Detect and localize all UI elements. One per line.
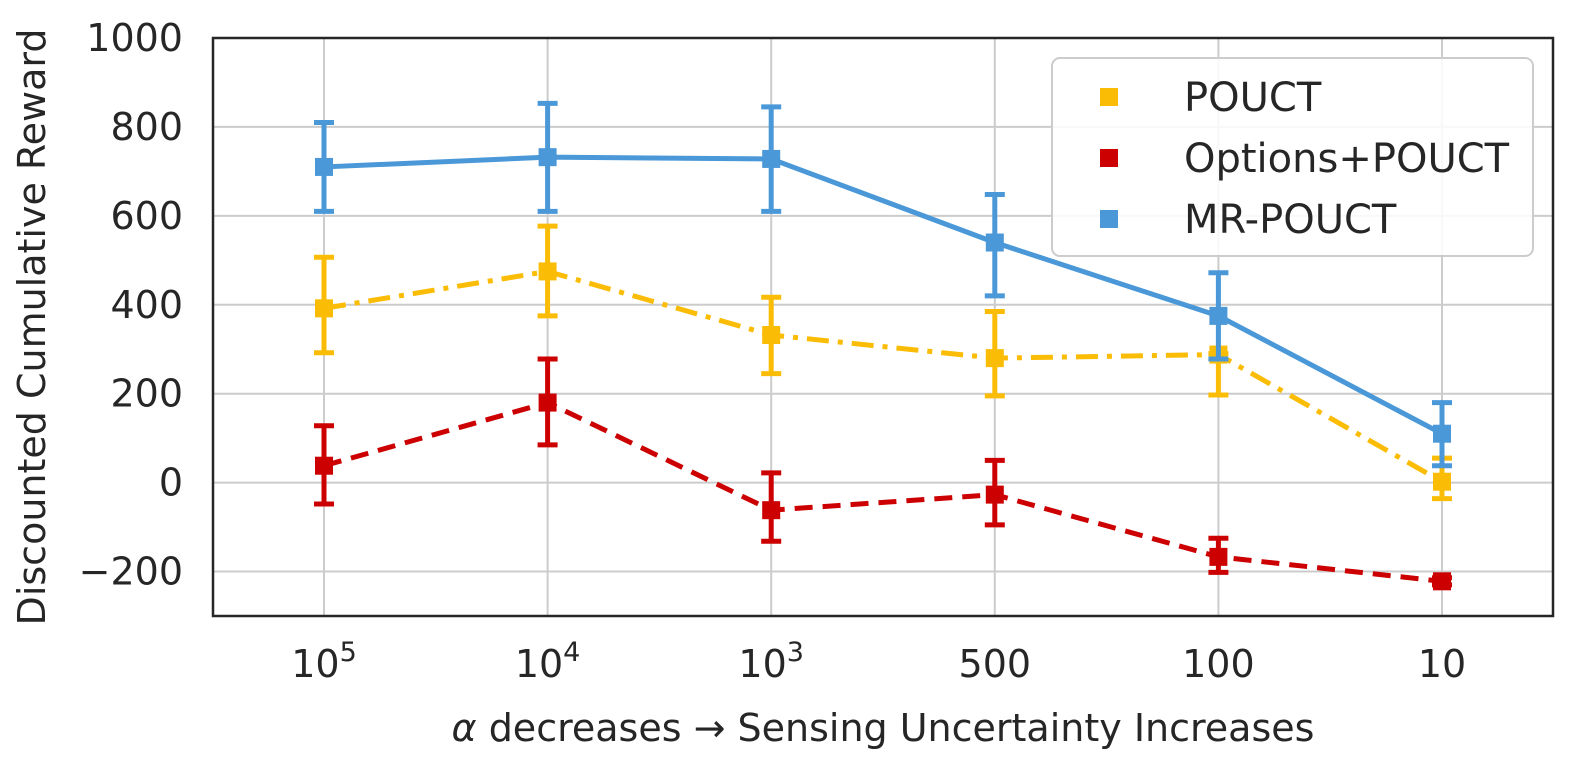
legend-marker: [1100, 88, 1118, 106]
data-point: [1209, 306, 1228, 325]
legend-label: Options+POUCT: [1184, 136, 1510, 182]
data-point: [315, 456, 333, 475]
y-tick-labels: −200 0 200 400 600 800 1000: [79, 16, 183, 594]
y-tick-label: −200: [79, 550, 183, 594]
series-mr-pouct: [314, 100, 1452, 469]
plot-frame: [211, 36, 1555, 618]
y-tick-label: 0: [159, 461, 183, 505]
data-point: [762, 501, 781, 520]
legend-marker: [1100, 149, 1118, 167]
y-tick-label: 400: [110, 283, 183, 327]
data-point: [538, 148, 557, 167]
data-point: [1433, 424, 1451, 443]
data-point: [538, 393, 557, 412]
series-options-pouct: [314, 356, 1452, 591]
series-layer: [314, 100, 1452, 591]
x-axis-label-alpha: α: [452, 706, 477, 750]
data-point: [315, 299, 333, 318]
series-line: [323, 268, 1444, 484]
x-axis-label-rest: decreases → Sensing Uncertainty Increase…: [477, 706, 1315, 750]
data-point: [985, 349, 1004, 368]
data-point: [315, 157, 333, 176]
data-point: [1433, 472, 1451, 491]
y-tick-label: 600: [110, 194, 183, 238]
legend: POUCT Options+POUCT MR-POUCT: [1051, 57, 1534, 257]
series-line: [323, 154, 1444, 436]
data-point: [538, 262, 557, 281]
data-point: [762, 149, 781, 168]
x-tick-label: 100: [1182, 642, 1255, 686]
legend-label: MR-POUCT: [1184, 197, 1397, 243]
x-tick-labels: 105 104 103 500 100 10: [291, 637, 1466, 686]
x-tick-label: 104: [515, 637, 581, 686]
legend-marker: [1100, 210, 1118, 228]
legend-label: POUCT: [1184, 75, 1322, 121]
data-point: [1433, 572, 1451, 591]
x-axis-label: α decreases → Sensing Uncertainty Increa…: [452, 706, 1315, 750]
data-point: [985, 233, 1004, 252]
x-tick-label: 500: [959, 642, 1032, 686]
series-pouct: [314, 223, 1452, 502]
y-axis-label: Discounted Cumulative Reward: [10, 29, 54, 626]
data-point: [762, 326, 781, 345]
y-tick-label: 200: [110, 372, 183, 416]
x-tick-label: 103: [738, 637, 804, 686]
series-line: [323, 400, 1443, 584]
data-point: [1209, 547, 1228, 566]
x-tick-label: 10: [1418, 642, 1466, 686]
data-point: [985, 485, 1004, 504]
x-tick-label: 105: [291, 637, 357, 686]
y-tick-label: 800: [110, 105, 183, 149]
legend-box: [1051, 57, 1534, 257]
y-tick-label: 1000: [86, 16, 183, 60]
